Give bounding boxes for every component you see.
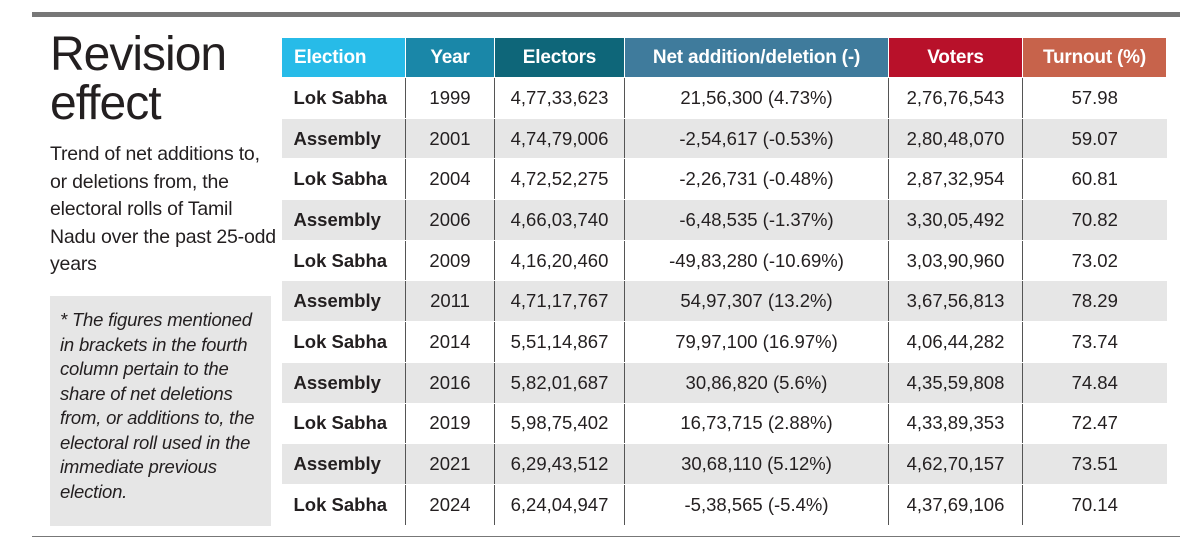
- footnote-box: * The figures mentioned in brackets in t…: [50, 296, 271, 526]
- cell-election: Assembly: [281, 199, 406, 241]
- headline-line-2: effect: [50, 77, 162, 130]
- electoral-rolls-table: Election Year Electors Net addition/dele…: [281, 37, 1167, 526]
- table-row: Lok Sabha 2014 5,51,14,867 79,97,100 (16.97…: [281, 321, 1167, 363]
- cell-year: 2019: [405, 403, 495, 445]
- cell-election: Lok Sabha: [281, 403, 406, 445]
- cell-year: 2024: [405, 484, 495, 526]
- cell-electors: 4,77,33,623: [494, 77, 625, 119]
- cell-turnout: 59.07: [1022, 118, 1167, 160]
- cell-electors: 6,29,43,512: [494, 443, 625, 485]
- cell-electors: 4,16,20,460: [494, 240, 625, 282]
- table-row: Lok Sabha 2019 5,98,75,402 16,73,715 (2.88%…: [281, 403, 1167, 445]
- cell-turnout: 72.47: [1022, 403, 1167, 445]
- cell-year: 2014: [405, 321, 495, 363]
- cell-electors: 4,66,03,740: [494, 199, 625, 241]
- cell-year: 2001: [405, 118, 495, 160]
- cell-voters: 2,76,76,543: [888, 77, 1023, 119]
- cell-net-change: 16,73,715 (2.88%): [624, 403, 889, 445]
- table-row: Assembly 2001 4,74,79,006 -2,54,617 (-0.53%…: [281, 118, 1167, 160]
- table-header-row: Election Year Electors Net addition/dele…: [281, 37, 1167, 78]
- cell-voters: 2,80,48,070: [888, 118, 1023, 160]
- table-row: Lok Sabha 1999 4,77,33,623 21,56,300 (4.73%…: [281, 77, 1167, 119]
- cell-net-change: 54,97,307 (13.2%): [624, 280, 889, 323]
- cell-net-change: -5,38,565 (-5.4%): [624, 484, 889, 526]
- cell-election: Assembly: [281, 443, 406, 485]
- table-row: Assembly 2021 6,29,43,512 30,68,110 (5.12%)…: [281, 443, 1167, 485]
- header-voters: Voters: [888, 37, 1023, 78]
- cell-year: 2009: [405, 240, 495, 282]
- cell-year: 1999: [405, 77, 495, 119]
- headline-line-1: Revision: [50, 28, 227, 81]
- table-row: Lok Sabha 2004 4,72,52,275 -2,26,731 (-0.48…: [281, 158, 1167, 201]
- cell-net-change: -2,54,617 (-0.53%): [624, 118, 889, 160]
- cell-net-change: 21,56,300 (4.73%): [624, 77, 889, 119]
- headline: Revision effect: [50, 30, 278, 128]
- cell-election: Assembly: [281, 280, 406, 323]
- cell-voters: 3,03,90,960: [888, 240, 1023, 282]
- table-body: Lok Sabha 1999 4,77,33,623 21,56,300 (4.73%…: [281, 77, 1167, 526]
- cell-turnout: 78.29: [1022, 280, 1167, 323]
- cell-election: Assembly: [281, 362, 406, 404]
- table-row: Lok Sabha 2024 6,24,04,947 -5,38,565 (-5.4%…: [281, 484, 1167, 526]
- cell-election: Assembly: [281, 118, 406, 160]
- cell-electors: 4,74,79,006: [494, 118, 625, 160]
- cell-year: 2011: [405, 280, 495, 323]
- header-net-addition-deletion: Net addition/deletion (-): [624, 37, 889, 78]
- cell-net-change: 30,68,110 (5.12%): [624, 443, 889, 485]
- header-year: Year: [405, 37, 495, 78]
- title-panel: Revision effect Trend of net additions t…: [50, 30, 278, 279]
- top-rule: [32, 12, 1180, 17]
- header-turnout: Turnout (%): [1022, 37, 1167, 78]
- cell-net-change: -2,26,731 (-0.48%): [624, 158, 889, 201]
- cell-electors: 4,71,17,767: [494, 280, 625, 323]
- cell-turnout: 73.51: [1022, 443, 1167, 485]
- cell-turnout: 73.74: [1022, 321, 1167, 363]
- cell-election: Lok Sabha: [281, 77, 406, 119]
- cell-turnout: 57.98: [1022, 77, 1167, 119]
- subhead: Trend of net additions to, or deletions …: [50, 143, 276, 275]
- table-row: Lok Sabha 2009 4,16,20,460 -49,83,280 (-10.…: [281, 240, 1167, 282]
- cell-year: 2016: [405, 362, 495, 404]
- cell-turnout: 60.81: [1022, 158, 1167, 201]
- cell-electors: 5,51,14,867: [494, 321, 625, 363]
- cell-voters: 3,67,56,813: [888, 280, 1023, 323]
- cell-election: Lok Sabha: [281, 321, 406, 363]
- cell-year: 2004: [405, 158, 495, 201]
- cell-voters: 4,62,70,157: [888, 443, 1023, 485]
- cell-voters: 4,33,89,353: [888, 403, 1023, 445]
- table-row: Assembly 2006 4,66,03,740 -6,48,535 (-1.37%…: [281, 199, 1167, 241]
- cell-voters: 3,30,05,492: [888, 199, 1023, 241]
- cell-election: Lok Sabha: [281, 484, 406, 526]
- cell-net-change: 79,97,100 (16.97%): [624, 321, 889, 363]
- cell-voters: 2,87,32,954: [888, 158, 1023, 201]
- cell-electors: 5,98,75,402: [494, 403, 625, 445]
- table-row: Assembly 2016 5,82,01,687 30,86,820 (5.6%) 4…: [281, 362, 1167, 404]
- cell-election: Lok Sabha: [281, 158, 406, 201]
- cell-voters: 4,35,59,808: [888, 362, 1023, 404]
- cell-turnout: 70.14: [1022, 484, 1167, 526]
- cell-electors: 4,72,52,275: [494, 158, 625, 201]
- cell-voters: 4,37,69,106: [888, 484, 1023, 526]
- cell-year: 2021: [405, 443, 495, 485]
- cell-turnout: 74.84: [1022, 362, 1167, 404]
- cell-election: Lok Sabha: [281, 240, 406, 282]
- cell-turnout: 70.82: [1022, 199, 1167, 241]
- cell-year: 2006: [405, 199, 495, 241]
- cell-electors: 6,24,04,947: [494, 484, 625, 526]
- cell-electors: 5,82,01,687: [494, 362, 625, 404]
- cell-net-change: -6,48,535 (-1.37%): [624, 199, 889, 241]
- cell-net-change: 30,86,820 (5.6%): [624, 362, 889, 404]
- table-row: Assembly 2011 4,71,17,767 54,97,307 (13.2%)…: [281, 280, 1167, 323]
- header-election: Election: [281, 37, 406, 78]
- header-electors: Electors: [494, 37, 625, 78]
- cell-voters: 4,06,44,282: [888, 321, 1023, 363]
- cell-net-change: -49,83,280 (-10.69%): [624, 240, 889, 282]
- bottom-rule: [32, 536, 1180, 537]
- cell-turnout: 73.02: [1022, 240, 1167, 282]
